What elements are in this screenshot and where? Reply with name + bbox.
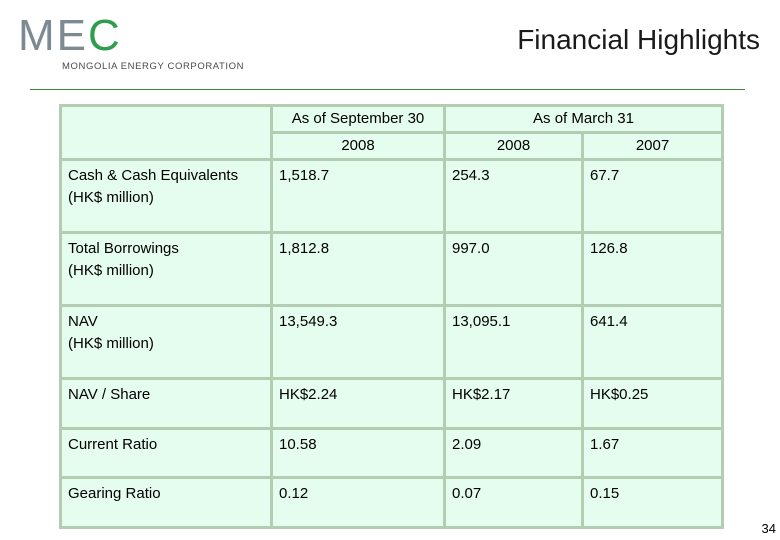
header-year-2: 2008 [443, 131, 584, 161]
table-row: Gearing Ratio 0.12 0.07 0.15 [59, 476, 724, 529]
cell-sep-2008: HK$2.24 [270, 377, 446, 430]
header-row-periods: As of September 30 As of March 31 [59, 104, 724, 161]
cell-mar-2008: 2.09 [443, 427, 584, 479]
cell-mar-2007: 67.7 [581, 158, 724, 234]
row-label: Gearing Ratio [59, 476, 273, 529]
table-row: NAV / Share HK$2.24 HK$2.17 HK$0.25 [59, 377, 724, 430]
table-row: Cash & Cash Equivalents (HK$ million) 1,5… [59, 158, 724, 234]
cell-sep-2008: 10.58 [270, 427, 446, 479]
cell-mar-2008: 13,095.1 [443, 304, 584, 380]
page-title: Financial Highlights [517, 24, 760, 55]
row-label: Cash & Cash Equivalents (HK$ million) [59, 158, 273, 234]
logo-wordmark: MEC [18, 11, 122, 60]
cell-mar-2007: 126.8 [581, 231, 724, 307]
financial-highlights-table: As of September 30 As of March 31 2008 2… [59, 104, 724, 529]
header-period-1: As of September 30 [270, 104, 446, 134]
cell-mar-2008: 0.07 [443, 476, 584, 529]
table-row: NAV (HK$ million) 13,549.3 13,095.1 641.4 [59, 304, 724, 380]
cell-sep-2008: 13,549.3 [270, 304, 446, 380]
company-logo: MEC MONGOLIA ENERGY CORPORATION [18, 14, 248, 74]
cell-sep-2008: 0.12 [270, 476, 446, 529]
table-row: Total Borrowings (HK$ million) 1,812.8 99… [59, 231, 724, 307]
header-divider [30, 89, 745, 90]
table-row: Current Ratio 10.58 2.09 1.67 [59, 427, 724, 479]
row-label: Total Borrowings (HK$ million) [59, 231, 273, 307]
cell-mar-2007: 1.67 [581, 427, 724, 479]
cell-mar-2007: HK$0.25 [581, 377, 724, 430]
row-label: NAV / Share [59, 377, 273, 430]
cell-mar-2008: 997.0 [443, 231, 584, 307]
header-blank-cell [59, 104, 273, 161]
row-label: Current Ratio [59, 427, 273, 479]
cell-mar-2008: HK$2.17 [443, 377, 584, 430]
logo-company-name: MONGOLIA ENERGY CORPORATION [62, 61, 245, 72]
cell-mar-2008: 254.3 [443, 158, 584, 234]
page-number: 34 [761, 521, 776, 536]
header-year-1: 2008 [270, 131, 446, 161]
cell-mar-2007: 0.15 [581, 476, 724, 529]
row-label: NAV (HK$ million) [59, 304, 273, 380]
header-row-years: 2008 2008 2007 [61, 131, 724, 161]
header-year-3: 2007 [581, 131, 724, 161]
header-period-2: As of March 31 [443, 104, 724, 134]
cell-mar-2007: 641.4 [581, 304, 724, 380]
cell-sep-2008: 1,812.8 [270, 231, 446, 307]
cell-sep-2008: 1,518.7 [270, 158, 446, 234]
